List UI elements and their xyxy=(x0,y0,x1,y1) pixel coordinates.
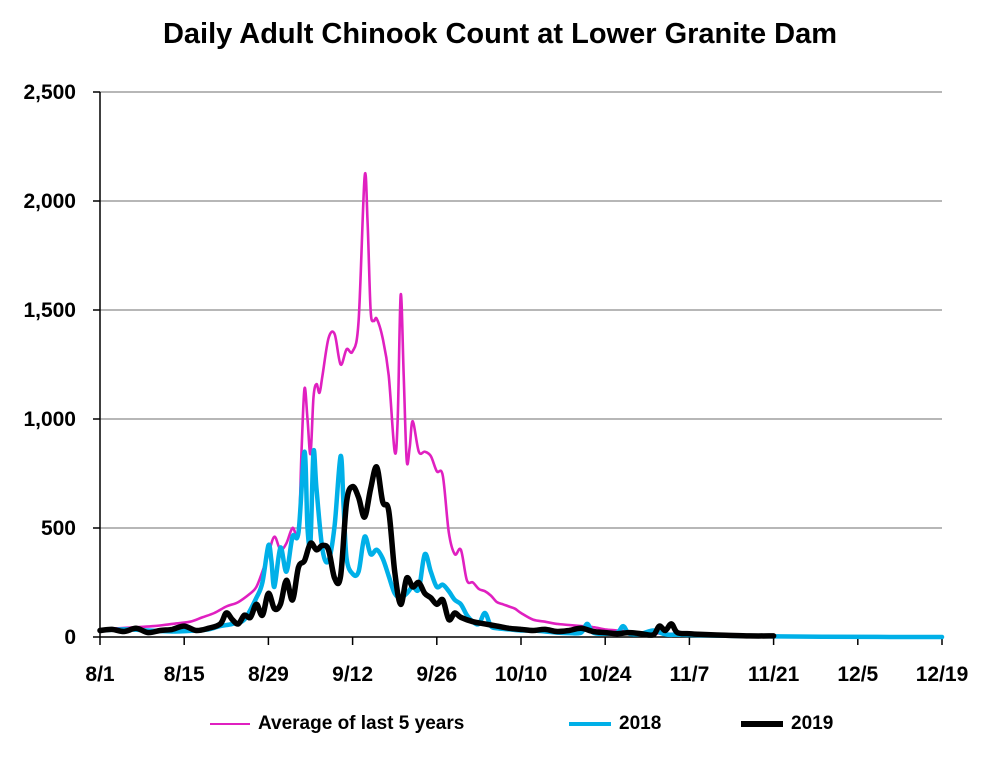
chart-plot: 0 500 1,000 1,500 2,000 2,500 8/1 8/15 8/29 9/12 9… xyxy=(23,81,968,686)
x-tick-label: 11/7 xyxy=(670,663,710,686)
y-tick-label: 500 xyxy=(41,517,76,540)
legend-item: 2018 xyxy=(569,706,661,742)
legend-swatch xyxy=(210,722,250,726)
y-tick-label: 0 xyxy=(64,626,76,649)
legend-label: Average of last 5 years xyxy=(258,713,465,734)
legend-label: 2019 xyxy=(791,713,834,734)
x-tick-label: 12/5 xyxy=(837,663,878,686)
x-tick-label: 11/21 xyxy=(748,663,800,686)
legend-item: 2019 xyxy=(741,706,833,742)
x-tick-label: 8/15 xyxy=(164,663,205,686)
x-tick-label: 8/29 xyxy=(248,663,289,686)
legend: Average of last 5 years 2018 2019 xyxy=(0,706,1000,742)
series-line-2018 xyxy=(97,447,945,640)
y-tick-label: 1,000 xyxy=(23,408,76,431)
series-line-average-of-last-5-years xyxy=(98,172,944,639)
y-tick-label: 2,500 xyxy=(23,81,76,104)
x-tick-label: 8/1 xyxy=(85,663,115,686)
legend-swatch xyxy=(741,721,783,727)
chart-title: Daily Adult Chinook Count at Lower Grani… xyxy=(162,18,838,50)
legend-swatch xyxy=(569,721,611,727)
axes xyxy=(93,91,943,645)
series-lines xyxy=(97,172,945,640)
gridlines xyxy=(100,91,942,529)
x-tick-label: 10/24 xyxy=(579,663,632,686)
legend-item: Average of last 5 years xyxy=(210,706,464,742)
tick-labels: 0 500 1,000 1,500 2,000 2,500 8/1 8/15 8/29 9/12 9… xyxy=(23,81,968,686)
legend-label: 2018 xyxy=(619,713,662,734)
x-tick-label: 9/26 xyxy=(416,663,457,686)
x-tick-label: 9/12 xyxy=(332,663,373,686)
series-line-2019 xyxy=(97,464,777,639)
y-tick-label: 1,500 xyxy=(23,299,76,322)
x-tick-label: 12/19 xyxy=(916,663,969,686)
x-tick-label: 10/10 xyxy=(495,663,548,686)
y-tick-label: 2,000 xyxy=(23,190,76,213)
